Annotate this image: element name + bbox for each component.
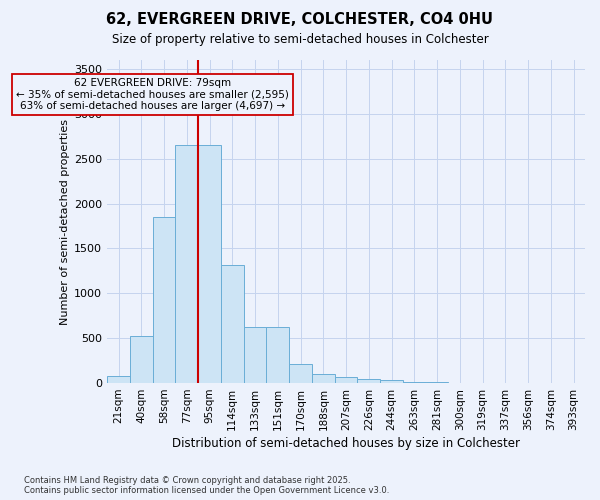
Bar [426,382,448,383]
Bar [152,217,175,383]
Text: 62, EVERGREEN DRIVE, COLCHESTER, CO4 0HU: 62, EVERGREEN DRIVE, COLCHESTER, CO4 0HU [107,12,493,28]
Bar [380,380,403,383]
Bar [130,336,152,383]
Bar [244,326,266,383]
Bar [289,364,312,383]
Bar [358,378,380,383]
Bar [312,374,335,383]
Bar [107,376,130,383]
Bar [221,264,244,383]
Y-axis label: Number of semi-detached properties: Number of semi-detached properties [60,118,70,324]
X-axis label: Distribution of semi-detached houses by size in Colchester: Distribution of semi-detached houses by … [172,437,520,450]
Bar [198,146,221,383]
Bar [403,382,426,383]
Text: Contains HM Land Registry data © Crown copyright and database right 2025.
Contai: Contains HM Land Registry data © Crown c… [24,476,389,495]
Bar [335,377,358,383]
Bar [175,146,198,383]
Text: 62 EVERGREEN DRIVE: 79sqm
← 35% of semi-detached houses are smaller (2,595)
63% : 62 EVERGREEN DRIVE: 79sqm ← 35% of semi-… [16,78,289,111]
Bar [266,326,289,383]
Text: Size of property relative to semi-detached houses in Colchester: Size of property relative to semi-detach… [112,32,488,46]
